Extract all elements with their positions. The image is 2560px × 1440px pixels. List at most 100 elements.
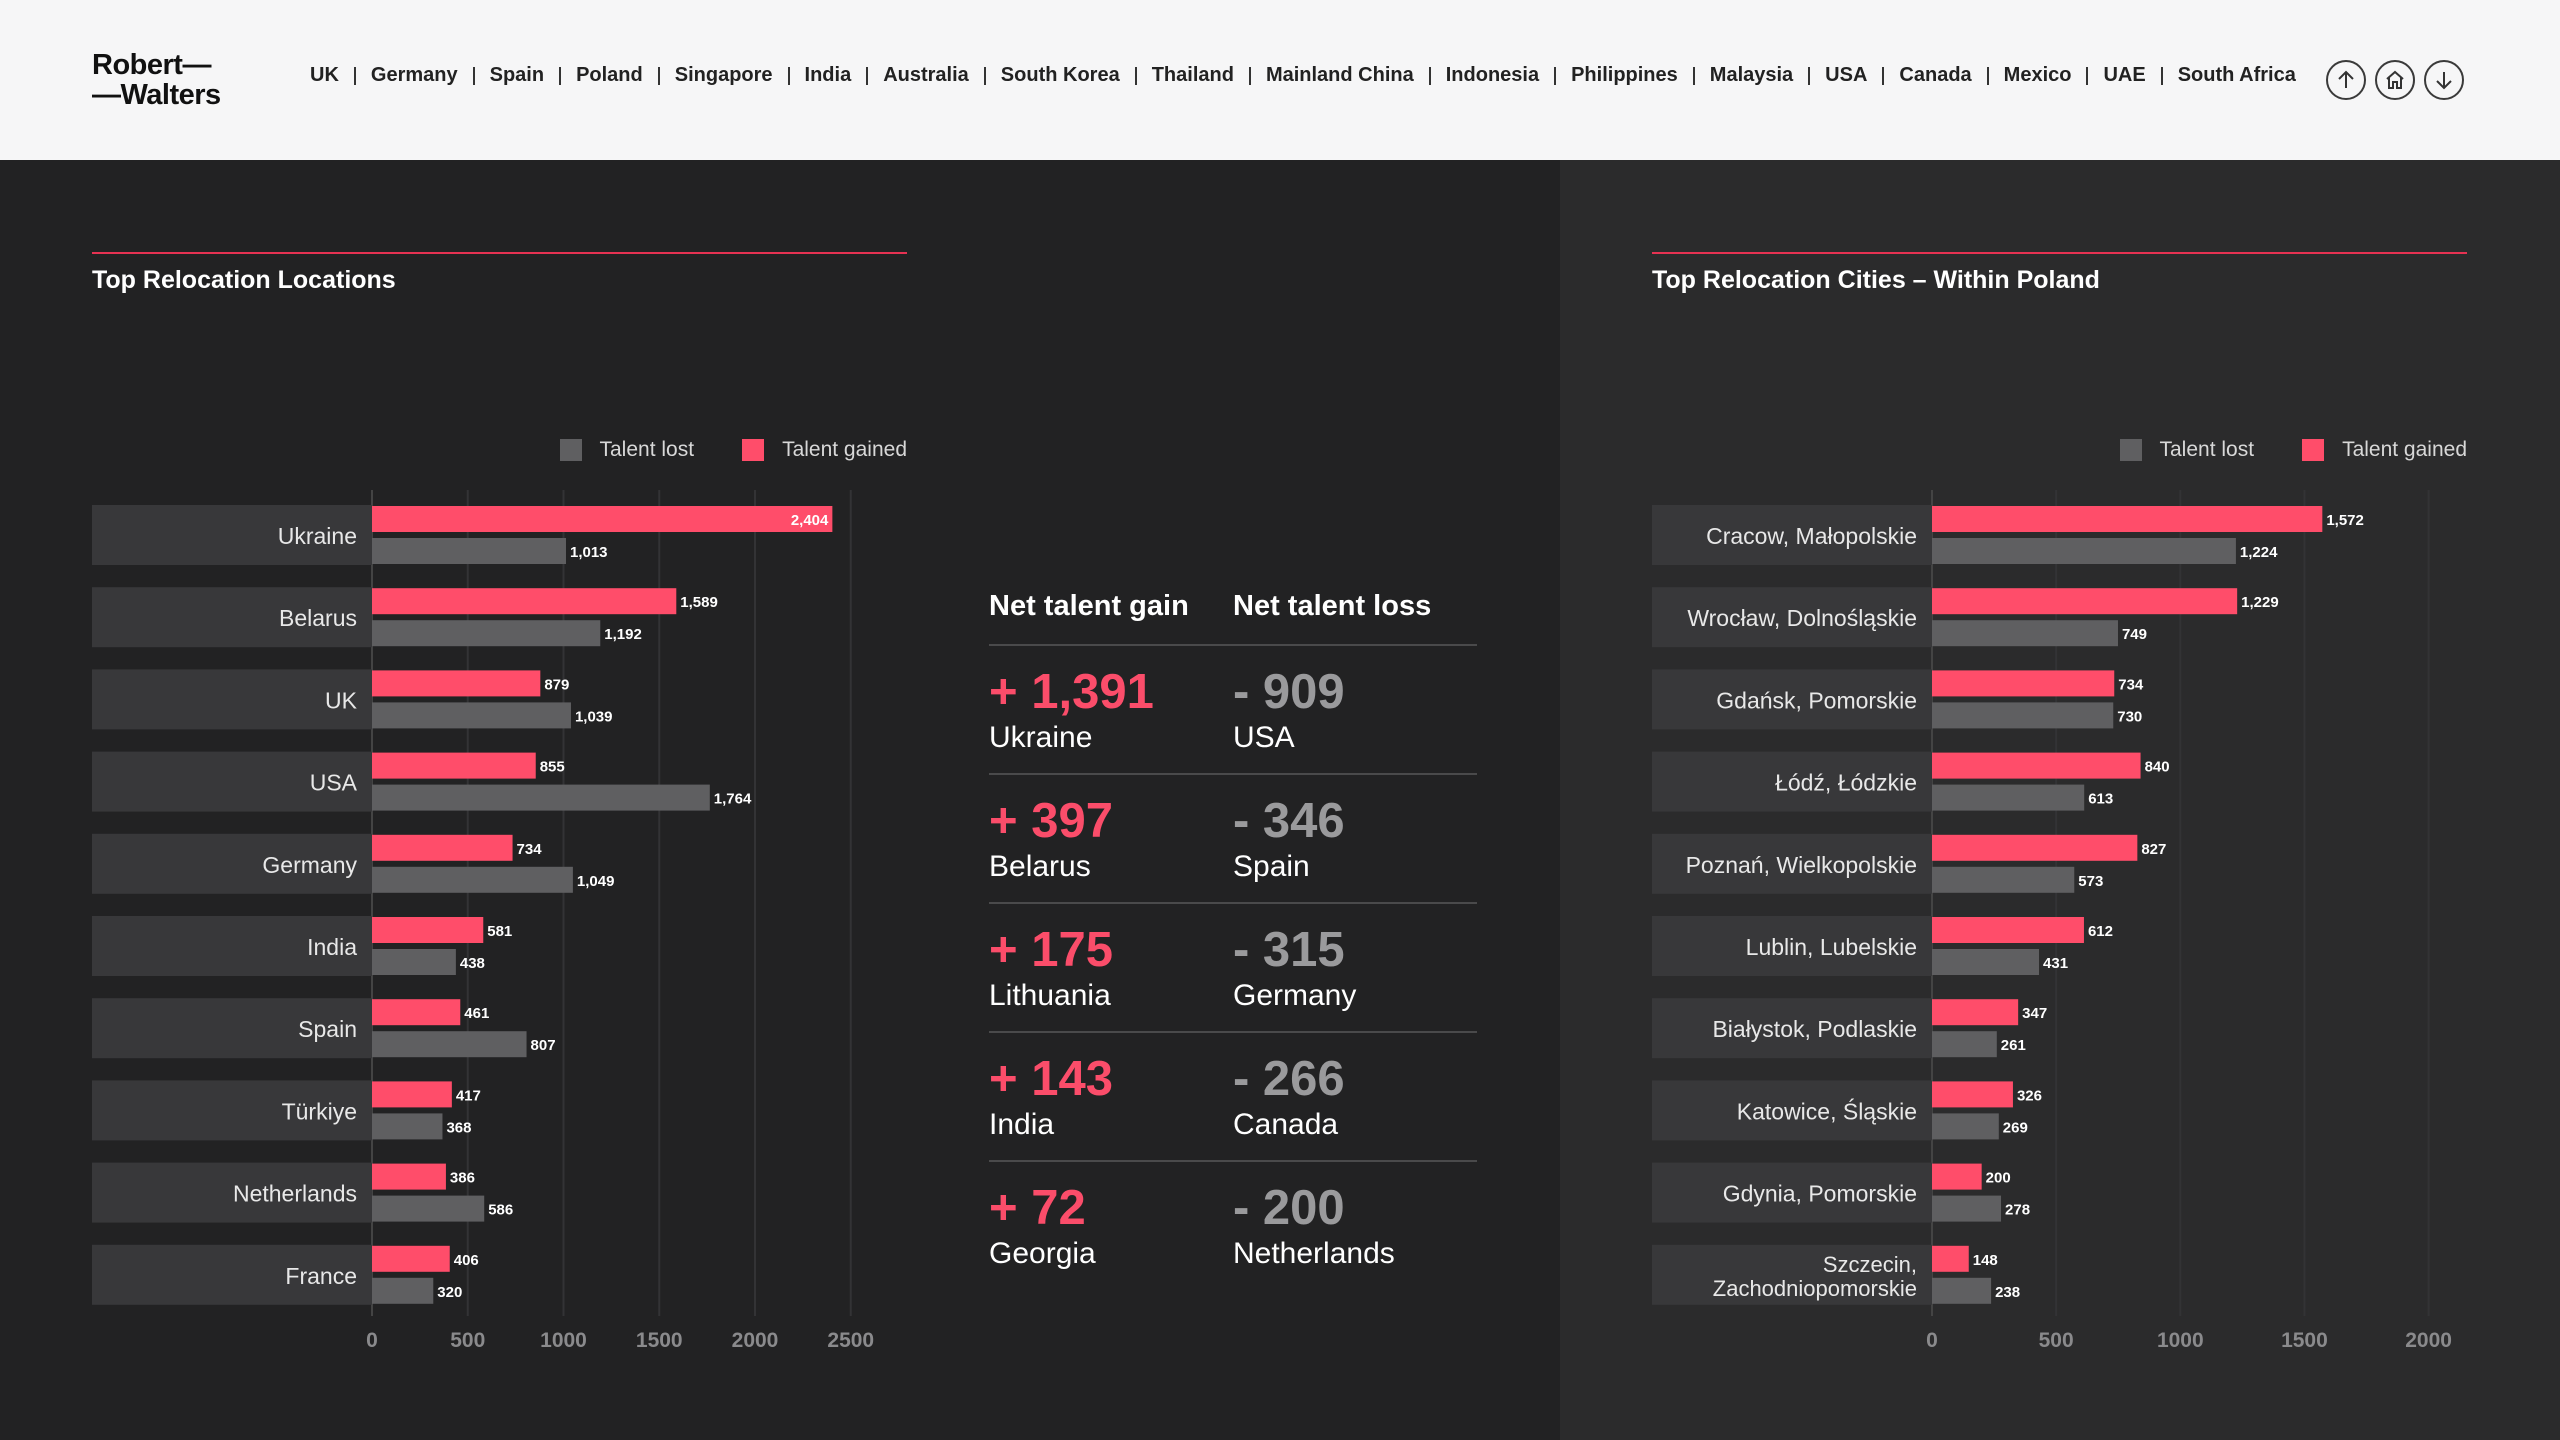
data-label-lost: 1,192 — [604, 626, 642, 643]
data-label-lost: 730 — [2117, 708, 2142, 725]
net-loss-cell: - 315 Germany — [1233, 922, 1477, 1031]
right-title-rule — [1652, 252, 2467, 254]
net-table-row: + 397 Belarus - 346 Spain — [989, 775, 1477, 904]
nav-item-uk[interactable]: UK — [310, 64, 339, 86]
category-label-box — [92, 1244, 372, 1305]
net-talent-table: Net talent gain Net talent loss + 1,391 U… — [989, 590, 1477, 1291]
data-label-lost: 438 — [460, 955, 485, 972]
nav-item-spain[interactable]: Spain — [489, 64, 545, 86]
data-label-gained: 386 — [450, 1170, 475, 1187]
nav-separator — [657, 66, 660, 85]
category-label-box — [1652, 998, 1932, 1059]
bar-talent-lost — [372, 702, 571, 729]
nav-item-mexico[interactable]: Mexico — [2003, 64, 2072, 86]
nav-item-uae[interactable]: UAE — [2103, 64, 2146, 86]
left-chart-title: Top Relocation Locations — [92, 266, 396, 294]
net-gain-country: Ukraine — [989, 721, 1093, 754]
nav-item-south-africa[interactable]: South Africa — [2177, 64, 2296, 86]
nav-separator — [1248, 66, 1251, 85]
nav-item-indonesia[interactable]: Indonesia — [1445, 64, 1540, 86]
right-chart-title: Top Relocation Cities – Within Poland — [1652, 266, 2100, 294]
bar-talent-lost — [372, 1031, 527, 1058]
x-tick-label: 2000 — [2405, 1329, 2452, 1352]
x-tick-label: 1000 — [2157, 1329, 2204, 1352]
bar-talent-lost — [372, 1195, 485, 1222]
x-tick-label: 2500 — [827, 1329, 874, 1352]
nav-item-singapore[interactable]: Singapore — [674, 64, 773, 86]
net-loss-cell: - 200 Netherlands — [1233, 1180, 1477, 1291]
nav-separator — [983, 66, 986, 85]
nav-separator — [787, 66, 790, 85]
robert-walters-logo[interactable]: Robert— —Walters — [92, 50, 252, 110]
nav-item-malaysia[interactable]: Malaysia — [1709, 64, 1794, 86]
category-label-box — [92, 1162, 372, 1223]
net-table-rows: + 1,391 Ukraine - 909 USA + 397 Belarus - 346 S… — [989, 646, 1477, 1291]
bar-talent-gained — [1932, 1081, 2013, 1108]
data-label-lost: 1,039 — [575, 708, 613, 725]
category-label: Gdynia, Pomorskie — [1723, 1181, 1917, 1207]
country-nav: UK Germany Spain Poland Singapore India Austra… — [310, 64, 2296, 87]
data-label-lost: 1,049 — [577, 873, 615, 890]
category-label: Wrocław, Dolnośląskie — [1687, 605, 1917, 631]
category-label-box — [92, 916, 372, 976]
page-up-button[interactable] — [2326, 60, 2366, 100]
nav-item-germany[interactable]: Germany — [370, 64, 458, 86]
bar-talent-gained — [1932, 752, 2141, 779]
nav-separator — [472, 66, 475, 85]
bar-talent-gained — [372, 917, 484, 943]
bar-talent-gained — [1932, 917, 2084, 943]
category-label: UK — [325, 687, 358, 713]
bar-talent-lost — [1932, 1113, 1999, 1140]
category-label-box — [1652, 1162, 1932, 1223]
category-label: Zachodniopomorskie — [1713, 1276, 1917, 1301]
category-label-box — [92, 998, 372, 1059]
category-label-box — [1652, 1244, 1932, 1305]
bar-talent-gained — [372, 1081, 452, 1108]
bar-talent-lost — [1932, 784, 2085, 811]
home-button[interactable] — [2375, 60, 2415, 100]
nav-item-canada[interactable]: Canada — [1899, 64, 1972, 86]
page-down-button[interactable] — [2424, 60, 2464, 100]
nav-item-south-korea[interactable]: South Korea — [1000, 64, 1120, 86]
nav-separator — [1986, 66, 1989, 85]
net-gain-header: Net talent gain — [989, 590, 1189, 622]
nav-item-mainland-china[interactable]: Mainland China — [1265, 64, 1414, 86]
category-label: France — [285, 1263, 357, 1289]
data-label-lost: 1,013 — [570, 544, 608, 561]
net-gain-cell: + 1,391 Ukraine — [989, 664, 1233, 773]
bar-talent-lost — [372, 538, 566, 564]
net-table-row: + 1,391 Ukraine - 909 USA — [989, 646, 1477, 775]
logo-line-1: Robert— — [92, 49, 211, 81]
nav-item-thailand[interactable]: Thailand — [1151, 64, 1234, 86]
category-label-box — [92, 751, 372, 812]
category-label-box — [1652, 1080, 1932, 1141]
category-label-box — [92, 587, 372, 648]
nav-item-poland[interactable]: Poland — [576, 64, 643, 86]
data-label-lost: 573 — [2078, 873, 2103, 890]
nav-item-usa[interactable]: USA — [1825, 64, 1868, 86]
arrow-down-icon — [2436, 72, 2452, 90]
category-label-box — [1652, 751, 1932, 812]
data-label-lost: 269 — [2003, 1119, 2028, 1136]
data-label-gained: 879 — [544, 676, 569, 693]
nav-item-australia[interactable]: Australia — [883, 64, 969, 86]
legend-gained-label: Talent gained — [782, 438, 907, 461]
x-tick-label: 1000 — [540, 1329, 587, 1352]
nav-item-philippines[interactable]: Philippines — [1571, 64, 1678, 86]
category-label: Poznań, Wielkopolskie — [1686, 852, 1917, 878]
nav-separator — [2160, 66, 2163, 85]
data-label-gained: 461 — [464, 1005, 489, 1022]
nav-item-india[interactable]: India — [804, 64, 852, 86]
left-chart-legend: Talent lost Talent gained — [559, 438, 907, 462]
legend-lost-label: Talent lost — [599, 438, 695, 461]
net-loss-value: - 346 — [1233, 794, 1345, 848]
bar-talent-lost — [372, 949, 456, 975]
category-label-box — [92, 505, 372, 565]
category-label-box — [1652, 916, 1932, 976]
bar-talent-gained — [372, 834, 513, 861]
net-gain-country: India — [989, 1108, 1055, 1141]
category-label-box — [1652, 669, 1932, 730]
net-loss-country: Canada — [1233, 1108, 1339, 1141]
net-loss-value: - 200 — [1233, 1181, 1345, 1235]
